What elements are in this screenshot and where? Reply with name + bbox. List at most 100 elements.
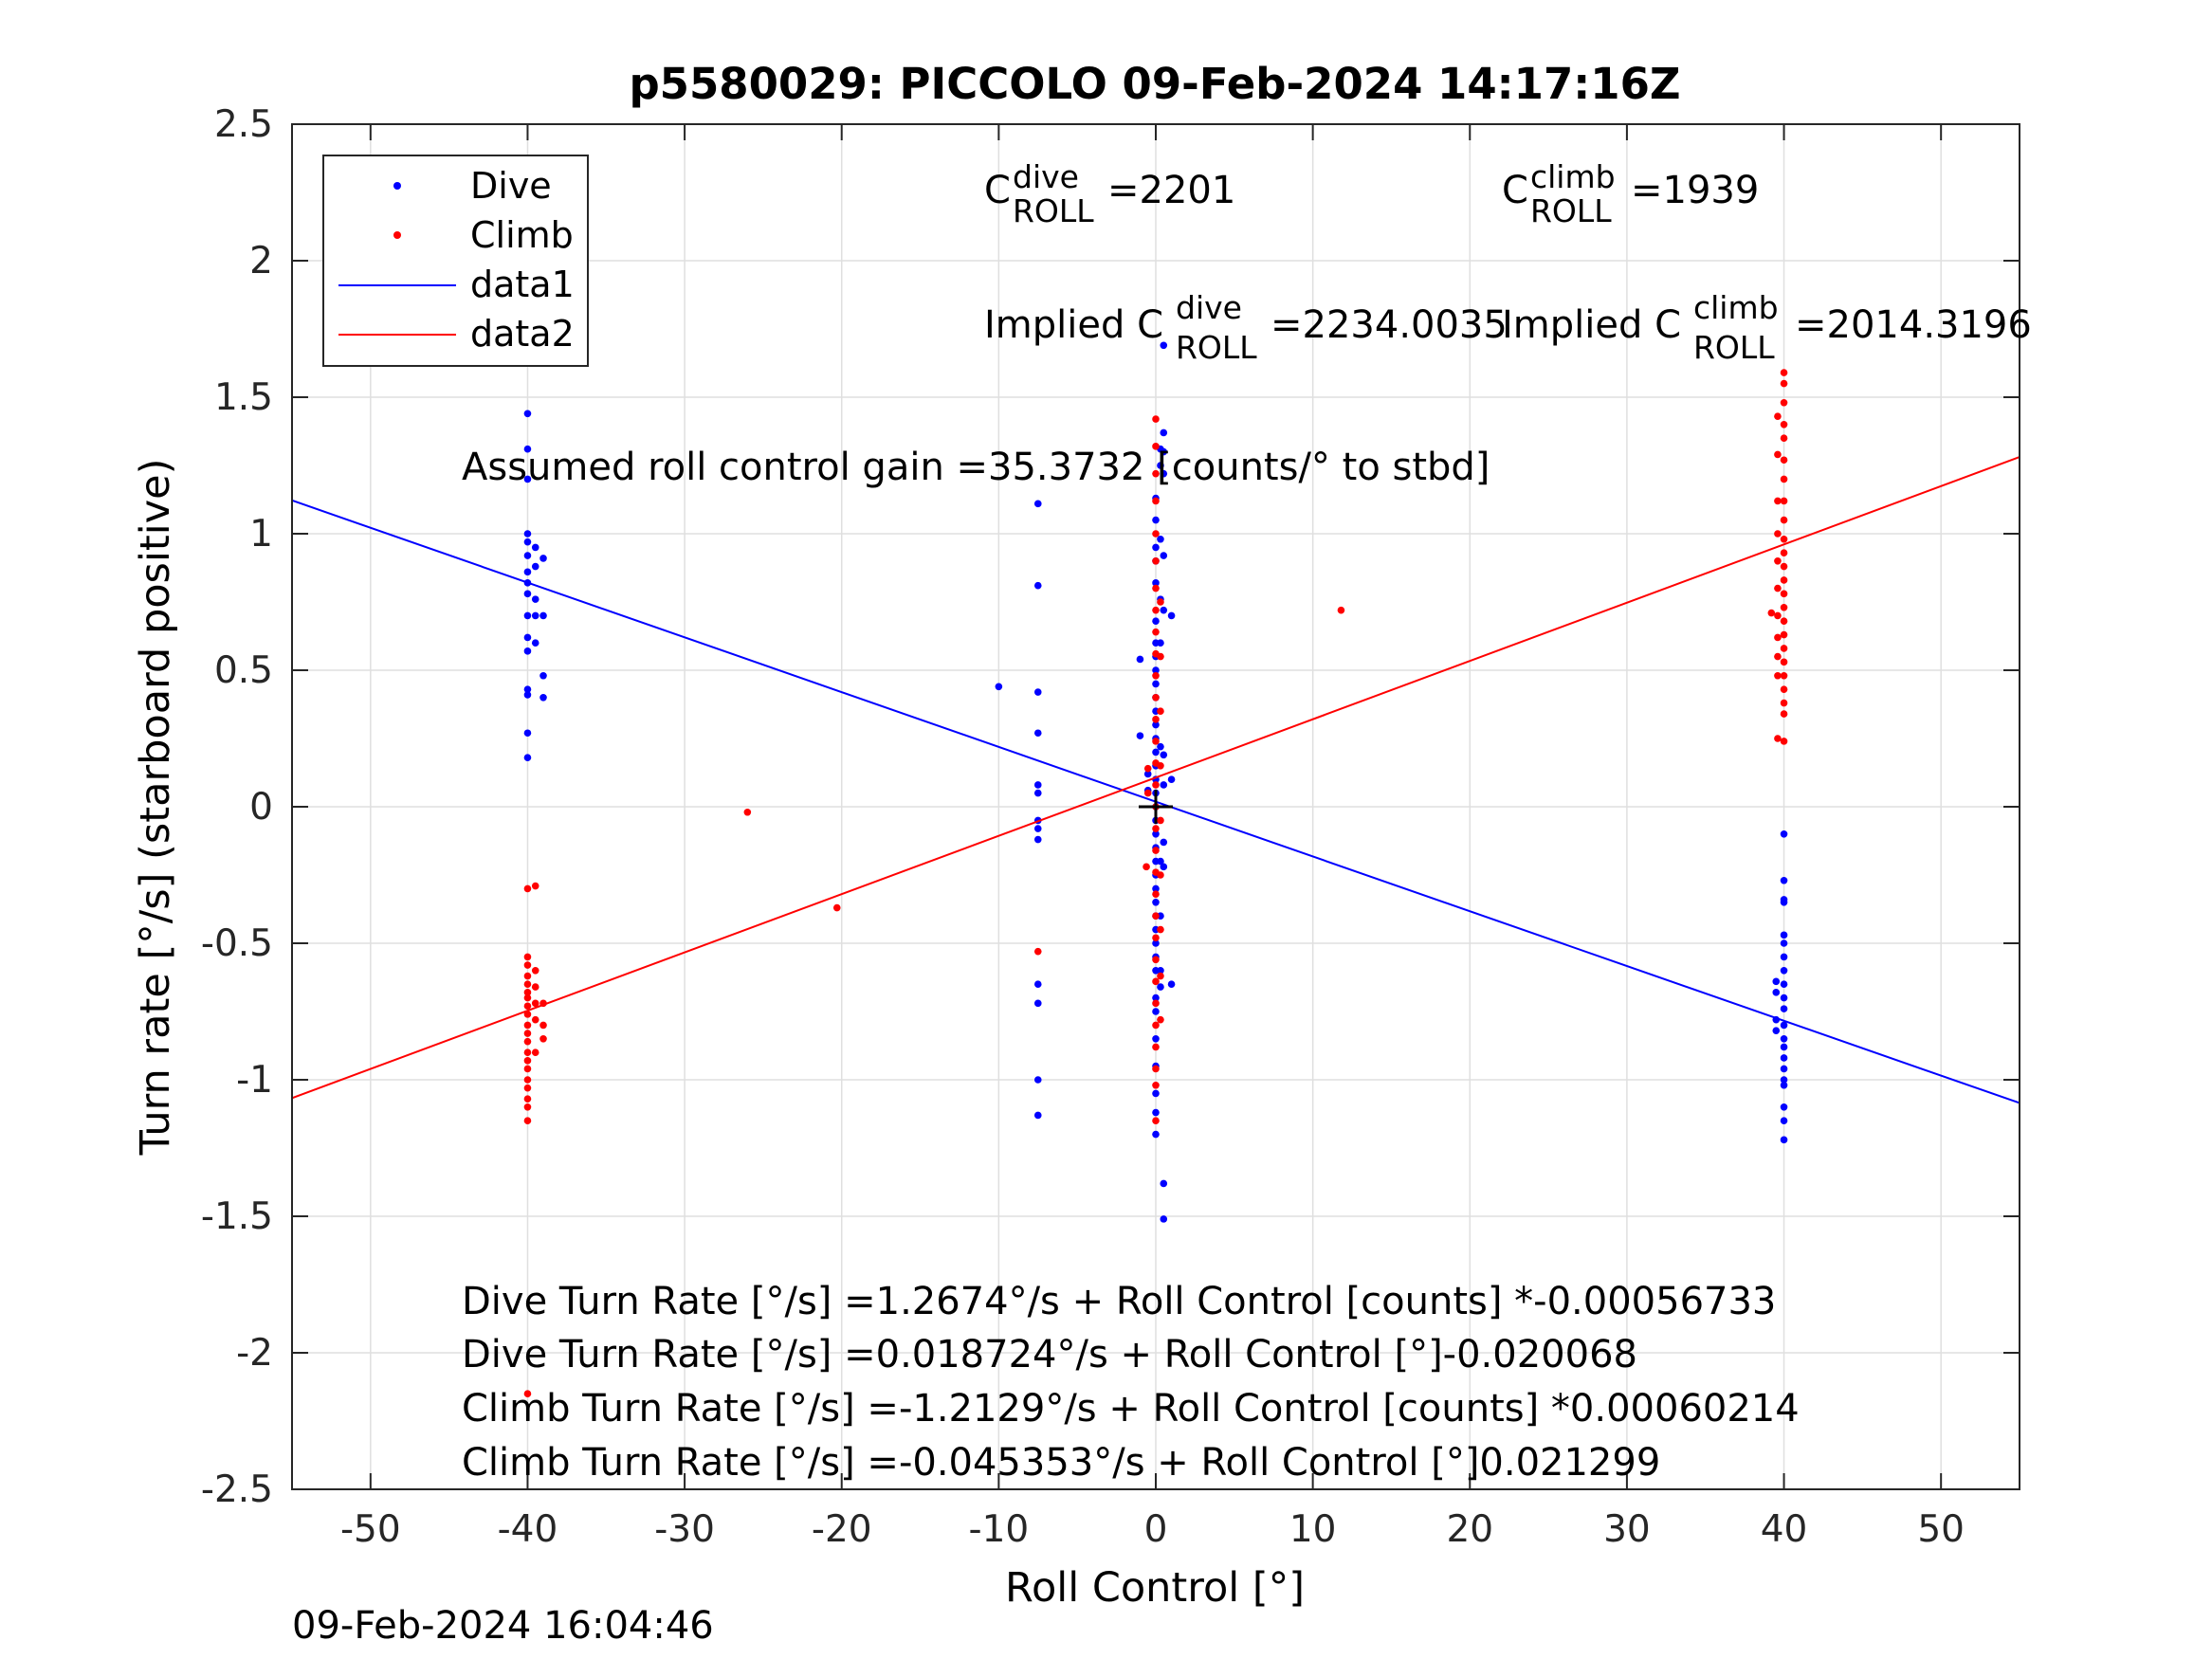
climb-point-5 <box>523 989 532 996</box>
implied-climb-value: =2014.3196 <box>1795 303 2032 347</box>
climb-point-23 <box>531 983 539 991</box>
climb-point-31 <box>832 903 841 912</box>
x-tick-labels: -50 -40 -30 -20 -10 0 10 20 30 40 50 <box>340 1508 1965 1551</box>
dive-point-37 <box>1033 1076 1042 1084</box>
climb-point-104 <box>1780 617 1788 625</box>
climb-point-68 <box>1157 652 1164 661</box>
y-tick-label-8: 1.5 <box>214 376 273 419</box>
implied-dive-prefix: Implied C <box>984 303 1163 347</box>
implied-dive-value: =2234.0035 <box>1271 303 1508 347</box>
dive-point-98 <box>1160 781 1168 789</box>
dive-point-41 <box>1143 770 1152 778</box>
dive-point-57 <box>1152 748 1160 757</box>
dive-point-48 <box>1152 617 1160 625</box>
climb-point-40 <box>1152 530 1160 538</box>
climb-point-59 <box>1152 956 1160 964</box>
dive-point-5 <box>523 552 532 559</box>
x-tick-label-7: 20 <box>1446 1508 1493 1551</box>
dive-point-25 <box>995 683 1003 691</box>
dive-point-118 <box>1780 980 1788 988</box>
dive-point-104 <box>1167 775 1176 783</box>
climb-point-58 <box>1152 934 1160 942</box>
climb-point-67 <box>1157 598 1164 606</box>
climb-point-32 <box>1033 947 1042 956</box>
climb-point-65 <box>1152 1081 1160 1089</box>
climb-point-56 <box>1152 890 1160 898</box>
climb-point-107 <box>1780 658 1788 666</box>
climb-point-98 <box>1780 535 1788 543</box>
axes-frame <box>291 123 2020 1490</box>
climb-point-33 <box>1143 863 1150 871</box>
dive-point-3 <box>523 530 532 538</box>
climb-point-92 <box>1780 421 1788 428</box>
dive-point-51 <box>1152 666 1160 674</box>
climb-point-9 <box>523 1021 532 1030</box>
legend-label-dive: Dive <box>470 165 552 207</box>
climb-point-1 <box>523 953 532 961</box>
dive-point-18 <box>531 595 539 603</box>
c-dive-sup: dive <box>1013 158 1079 195</box>
dive-point-30 <box>1033 781 1042 789</box>
legend-label-data2: data2 <box>470 313 575 355</box>
dive-point-123 <box>1780 1043 1788 1051</box>
climb-point-91 <box>1780 398 1788 407</box>
dive-point-9 <box>523 611 532 620</box>
climb-point-109 <box>1780 685 1788 693</box>
climb-point-51 <box>1152 781 1160 789</box>
y-axis-label: Turn rate [°/s] (starboard positive) <box>132 459 179 1157</box>
dive-point-76 <box>1152 1035 1160 1043</box>
dive-point-15 <box>523 754 532 761</box>
dive-point-44 <box>1152 516 1160 524</box>
dive-point-103 <box>1167 611 1176 620</box>
dive-point-63 <box>1152 830 1160 838</box>
dive-point-10 <box>523 633 532 642</box>
legend-label-data1: data1 <box>470 264 575 305</box>
dive-point-86 <box>1157 742 1164 751</box>
implied-climb-sup: climb <box>1693 289 1779 326</box>
dive-point-1 <box>523 445 532 453</box>
y-tick-label-4: -0.5 <box>201 922 273 965</box>
dive-point-93 <box>1160 447 1168 456</box>
dive-point-36 <box>1033 999 1042 1008</box>
climb-point-43 <box>1152 606 1160 614</box>
dive-point-91 <box>1160 341 1168 350</box>
climb-point-108 <box>1780 671 1788 680</box>
dive-point-31 <box>1033 789 1042 797</box>
dive-point-2 <box>523 475 532 483</box>
climb-point-46 <box>1152 671 1160 680</box>
climb-point-39 <box>1152 497 1160 505</box>
climb-point-6 <box>523 994 532 1002</box>
timestamp: 09-Feb-2024 16:04:46 <box>292 1604 714 1648</box>
climb-point-17 <box>523 1095 532 1103</box>
climb-point-111 <box>1780 710 1788 718</box>
y-tick-label-6: 0.5 <box>214 649 273 692</box>
c-climb-sup: climb <box>1530 158 1616 195</box>
dive-point-14 <box>523 729 532 738</box>
dive-point-87 <box>1157 857 1164 866</box>
dive-point-102 <box>1160 1215 1168 1223</box>
climb-point-35 <box>1143 789 1152 797</box>
implied-climb-sub: ROLL <box>1693 329 1775 366</box>
climb-point-8 <box>523 1011 532 1018</box>
x-tick-label-5: 0 <box>1144 1508 1168 1551</box>
dive-point-82 <box>1157 462 1164 469</box>
climb-point-12 <box>523 1048 532 1056</box>
dive-point-96 <box>1160 606 1168 614</box>
climb-point-94 <box>1780 456 1788 465</box>
climb-point-84 <box>1774 611 1782 620</box>
dive-point-75 <box>1152 1008 1160 1015</box>
dive-point-29 <box>1033 729 1042 738</box>
dive-point-52 <box>1152 680 1160 688</box>
climb-point-26 <box>531 1048 539 1056</box>
climb-point-90 <box>1780 379 1788 388</box>
center-marker <box>1139 790 1173 824</box>
y-tick-label-3: -1 <box>236 1059 273 1102</box>
climb-point-49 <box>1152 738 1160 745</box>
climb-point-88 <box>1774 735 1782 742</box>
c-dive-sub: ROLL <box>1013 192 1094 229</box>
climb-point-4 <box>523 980 532 988</box>
dive-point-35 <box>1033 980 1042 988</box>
dive-point-27 <box>1033 581 1042 590</box>
x-tick-label-0: -50 <box>340 1508 401 1551</box>
climb-point-38 <box>1152 469 1160 478</box>
